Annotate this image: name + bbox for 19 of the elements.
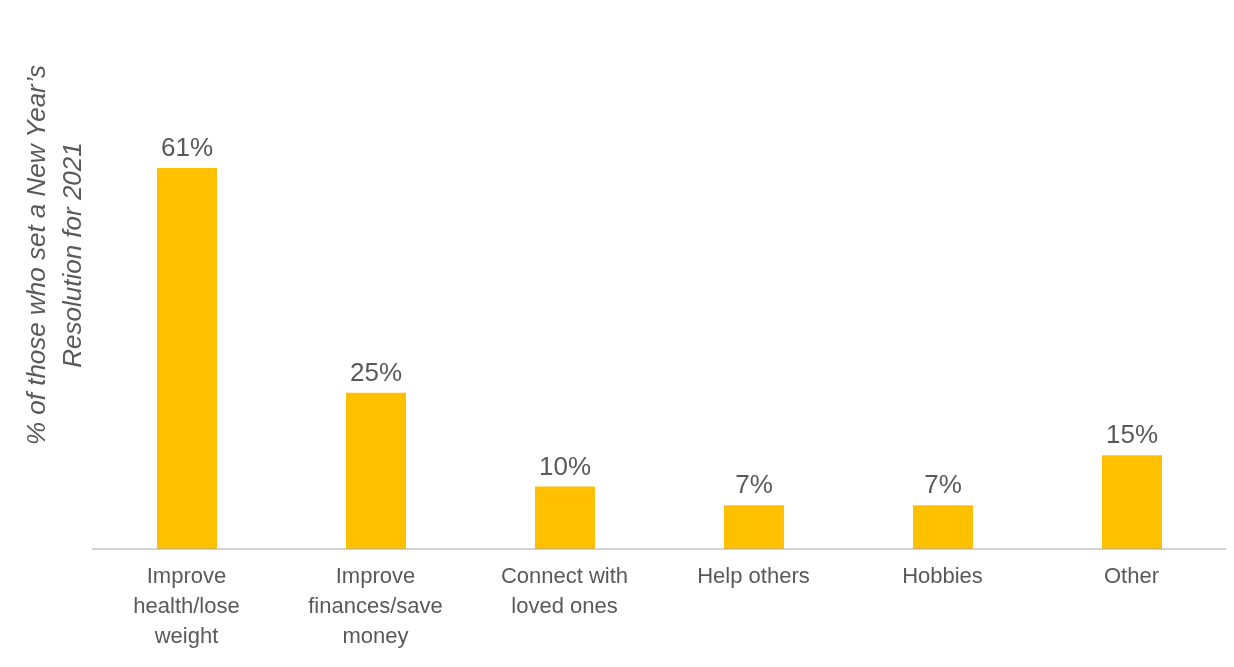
y-axis-title: % of those who set a New Year’s Resolution for 2021 [21, 64, 87, 446]
x-tick-label: Improve health/lose weight [133, 563, 240, 648]
bar [157, 168, 217, 549]
data-label: 10% [538, 450, 592, 481]
data-label: 7% [924, 469, 962, 500]
data-label: 61% [160, 132, 214, 162]
x-tick-label: Connect with loved ones [500, 563, 629, 618]
data-label: 7% [735, 469, 773, 500]
bar [1102, 455, 1162, 549]
x-tick-label: Improve finances/save money [308, 563, 443, 648]
x-tick-label: Other [1103, 563, 1160, 588]
x-tick-label: Hobbies [902, 563, 983, 588]
bar [535, 486, 595, 549]
bar [913, 505, 973, 549]
data-label: 25% [349, 356, 403, 387]
bar [346, 392, 406, 549]
bar [724, 505, 784, 549]
x-tick-label: Help others [697, 563, 810, 588]
data-label: 15% [1105, 419, 1159, 450]
